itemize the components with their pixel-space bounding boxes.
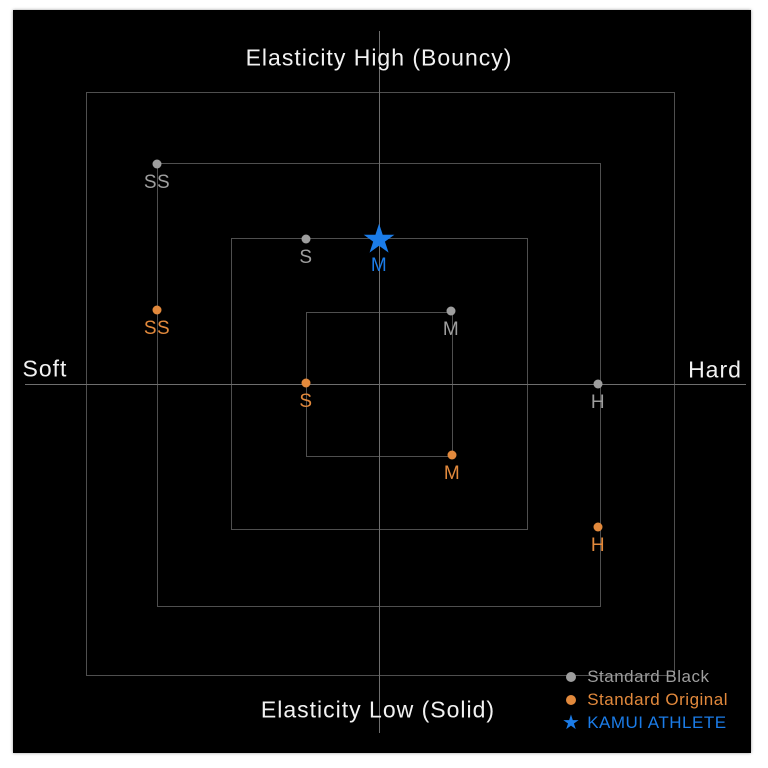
data-point-standard-original-h	[593, 522, 603, 532]
legend-item-kamui-athlete: ★ KAMUI ATHLETE	[561, 712, 727, 734]
data-point-standard-original-ss	[152, 305, 162, 315]
legend-label-standard-black: Standard Black	[587, 667, 710, 686]
legend: Standard Black Standard Original ★ KAMUI AT…	[561, 667, 728, 734]
data-point-standard-original-s	[301, 378, 311, 388]
data-point-standard-black-m	[446, 306, 456, 316]
chart-panel: SS S M H SS S M H ★ M Elasticity High (Bouncy) El…	[13, 10, 751, 753]
vertical-axis-line	[379, 31, 380, 733]
point-label-standard-black-m: M	[442, 319, 460, 340]
data-point-star-kamui-athlete-m: ★	[361, 217, 397, 262]
legend-item-standard-original: Standard Original	[564, 690, 728, 709]
legend-label-kamui-athlete: KAMUI ATHLETE	[587, 713, 727, 732]
point-label-standard-black-s: S	[299, 247, 313, 268]
data-point-standard-original-m	[447, 450, 457, 460]
point-label-standard-original-s: S	[299, 391, 313, 412]
point-label-standard-original-m: M	[443, 463, 461, 484]
data-point-standard-black-ss	[152, 159, 162, 169]
point-label-standard-black-ss: SS	[143, 172, 171, 193]
legend-star-glyph: ★	[561, 712, 581, 734]
dot-icon	[564, 672, 578, 682]
point-label-standard-original-ss: SS	[143, 318, 171, 339]
legend-label-standard-original: Standard Original	[587, 690, 728, 709]
legend-item-standard-black: Standard Black	[564, 667, 710, 686]
horizontal-axis-line	[25, 384, 746, 385]
axis-label-right: Hard	[688, 356, 742, 383]
data-point-standard-black-s	[301, 234, 311, 244]
point-label-standard-black-h: H	[590, 392, 606, 413]
legend-dot-glyph	[566, 695, 577, 705]
point-label-kamui-athlete-m: M	[370, 255, 388, 276]
star-icon: ★	[561, 712, 581, 734]
dot-icon	[564, 695, 578, 705]
axis-label-top: Elasticity High (Bouncy)	[245, 44, 513, 71]
legend-dot-glyph	[566, 672, 577, 682]
data-point-standard-black-h	[593, 379, 603, 389]
point-label-standard-original-h: H	[590, 535, 606, 556]
axis-label-left: Soft	[22, 355, 68, 382]
axis-label-bottom: Elasticity Low (Solid)	[260, 696, 496, 723]
